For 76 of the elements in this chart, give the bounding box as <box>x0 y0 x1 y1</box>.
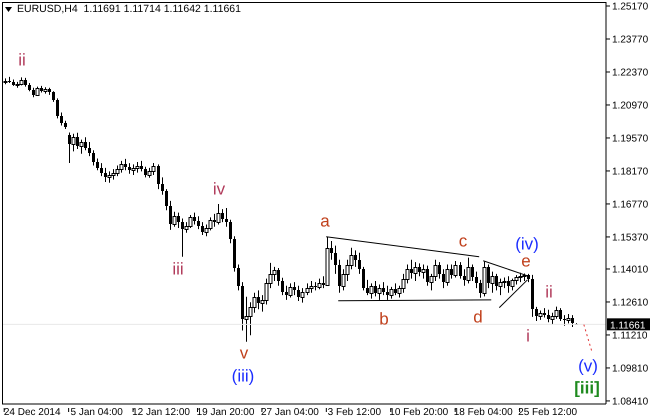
candlestick <box>422 264 426 280</box>
y-tick-label: 1.19570 <box>612 134 649 145</box>
y-tick-label: 1.15370 <box>612 232 649 244</box>
candlestick <box>161 176 164 196</box>
y-tick-label: 1.18170 <box>612 166 649 178</box>
y-tick-label: 1.08410 <box>612 396 649 408</box>
annotation: (iii) <box>232 366 254 386</box>
candlestick <box>334 245 337 274</box>
candlestick <box>414 262 418 282</box>
candlestick <box>132 164 136 176</box>
annotation: iii <box>172 259 184 278</box>
candlestick <box>96 158 99 171</box>
x-tick-label: 10 Feb 20:00 <box>389 407 449 418</box>
annotation: b <box>379 309 389 328</box>
x-tick-label: 5 Jan 04:00 <box>70 407 124 418</box>
candlestick <box>310 280 314 294</box>
annotation: iv <box>212 179 226 198</box>
x-tick-label: 25 Feb 12:00 <box>518 407 578 418</box>
candlestick <box>116 165 120 177</box>
candlestick <box>538 310 542 320</box>
candlestick <box>237 264 240 291</box>
annotation: d <box>473 307 483 326</box>
candlestick <box>112 168 116 180</box>
ref-line-label: 1.11661 <box>610 320 646 332</box>
candlestick <box>318 278 322 290</box>
y-tick-label: 1.25170 <box>612 2 649 13</box>
y-tick-label: 1.20970 <box>612 100 649 112</box>
candlestick <box>510 278 514 291</box>
candlestick <box>88 141 91 157</box>
candlestick <box>136 162 140 174</box>
candlestick <box>288 282 292 298</box>
annotation: [iii] <box>574 378 600 398</box>
candlestick <box>362 266 365 291</box>
candlestick <box>566 313 570 324</box>
annotation: c <box>458 231 468 250</box>
y-tick-label: 1.09810 <box>612 363 649 374</box>
annotation: (v) <box>578 356 598 376</box>
y-tick-label: 1.12610 <box>612 298 649 309</box>
y-tick-label: 1.22370 <box>612 68 649 79</box>
annotation: v <box>240 343 248 362</box>
y-tick-label: 1.23770 <box>612 34 649 46</box>
annotation: ii <box>545 282 553 302</box>
y-tick-label: 1.16770 <box>612 199 649 210</box>
x-tick-label: 24 Dec 2014 <box>4 407 61 418</box>
x-tick-label: 3 Feb 12:00 <box>328 407 382 418</box>
x-tick-label: 12 Jan 12:00 <box>132 407 190 418</box>
chart-title: EURUSD,H4 1.11691 1.11714 1.11642 1.11661 <box>17 3 241 15</box>
candlestick <box>216 203 220 225</box>
annotation: (iv) <box>515 234 539 254</box>
candlestick <box>358 252 361 274</box>
y-tick-label: 1.14010 <box>612 264 649 276</box>
candlestick <box>108 170 112 184</box>
candlestick <box>60 112 63 126</box>
candlestick <box>188 214 192 228</box>
candlestick <box>92 150 95 166</box>
candlestick <box>498 278 502 296</box>
annotation: a <box>320 211 330 230</box>
candlestick <box>100 162 103 177</box>
candlestick <box>446 264 450 286</box>
candlestick <box>475 271 478 289</box>
candlestick <box>165 188 168 211</box>
x-tick-label: 18 Feb 04:00 <box>454 407 514 418</box>
x-tick-label: 27 Jan 04:00 <box>260 407 320 418</box>
candlestick <box>56 98 59 119</box>
candlestick <box>229 219 232 244</box>
annotation: ii <box>18 50 26 70</box>
candlestick <box>120 160 124 174</box>
y-tick-label: 1.11210 <box>612 330 648 342</box>
candlestick <box>52 90 55 102</box>
candlestick <box>281 277 284 296</box>
candlestick <box>225 207 228 228</box>
candlestick <box>148 167 152 178</box>
candlestick <box>197 216 200 230</box>
annotation: e <box>521 251 531 270</box>
annotation: i <box>526 326 530 346</box>
x-tick-label: 19 Jan 20:00 <box>196 407 255 418</box>
